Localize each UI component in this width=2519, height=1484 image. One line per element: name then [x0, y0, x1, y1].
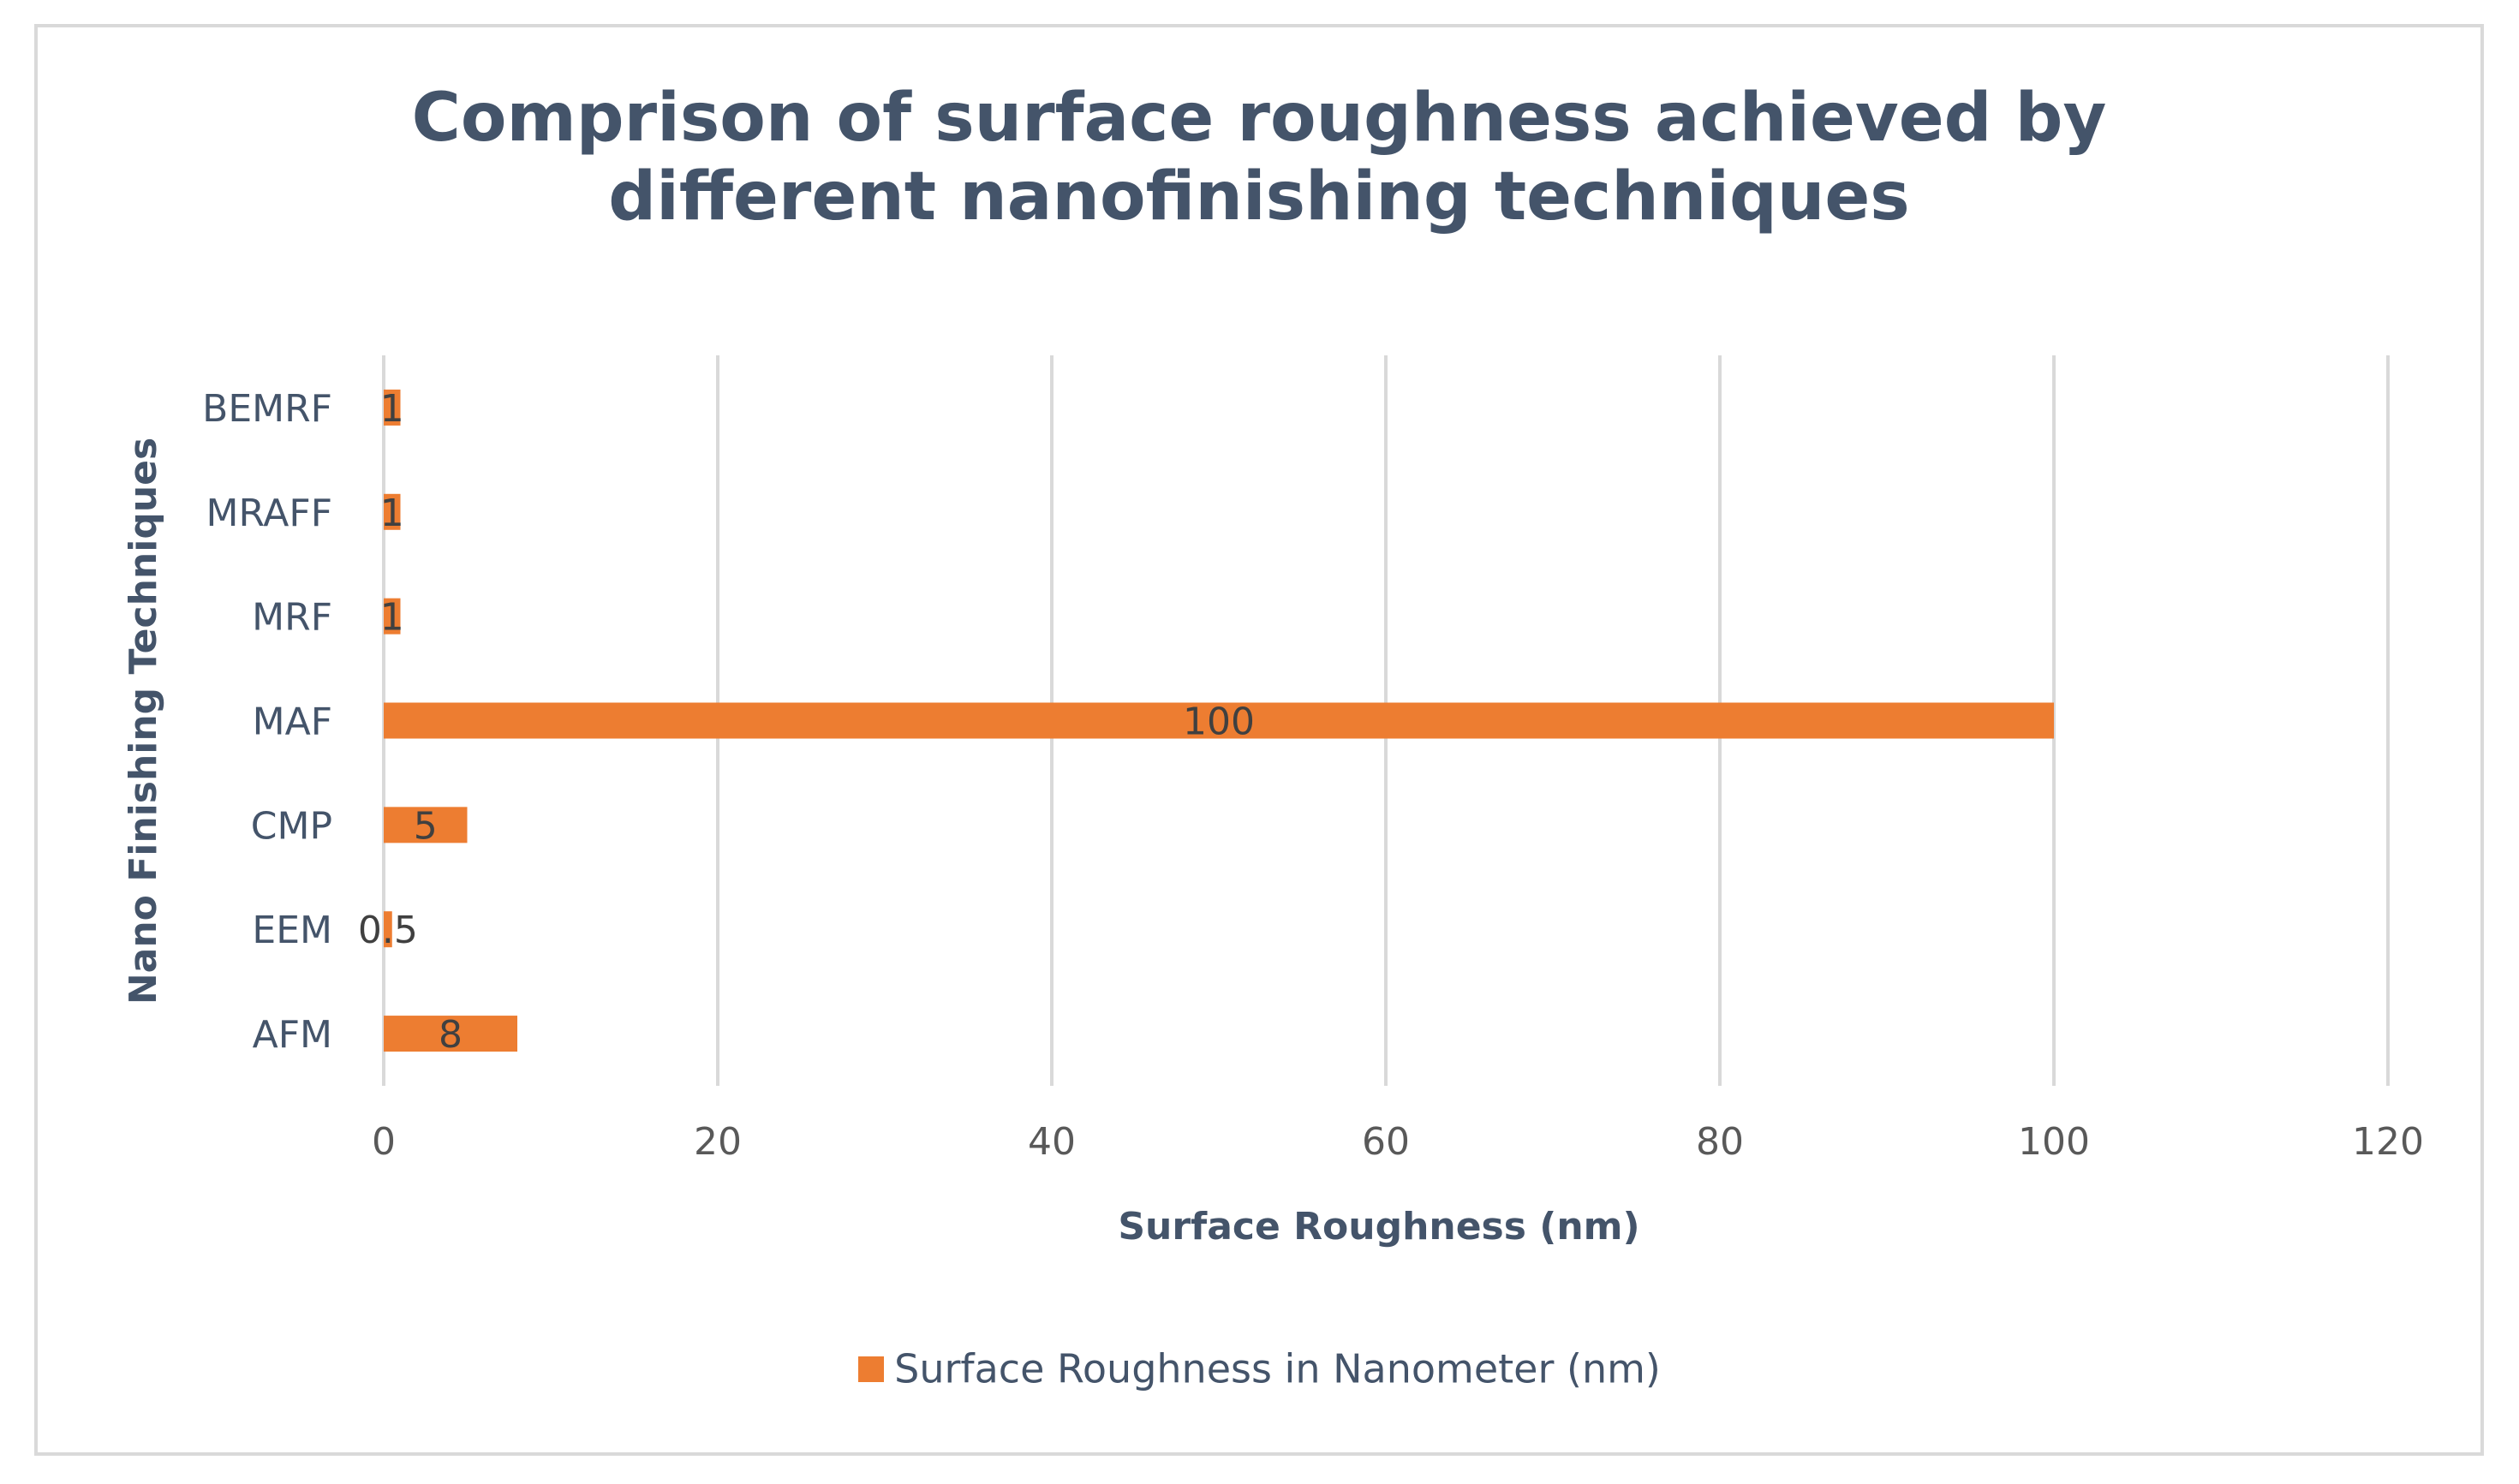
category-label-maf: MAF [253, 700, 332, 744]
data-label-eem: 0.5 [358, 909, 418, 952]
category-label-mraff: MRAFF [206, 492, 332, 535]
data-label-bemrf: 1 [380, 387, 404, 431]
category-label-mrf: MRF [252, 596, 332, 640]
chart-title-line-2: different nanofinishing techniques [608, 158, 1910, 235]
bar-mrf [384, 598, 401, 635]
x-tick-label: 60 [1362, 1120, 1410, 1164]
bar-maf [384, 702, 2054, 739]
data-label-mraff: 1 [380, 492, 404, 535]
x-tick-label: 120 [2352, 1120, 2424, 1164]
x-tick-label: 80 [1696, 1120, 1744, 1164]
data-labels: 8 0.5 5 100 1 1 1 [358, 387, 1255, 1057]
x-tick-label: 40 [1028, 1120, 1076, 1164]
category-label-cmp: CMP [251, 804, 332, 848]
chart-title-line-1: Comprison of surface roughness achieved … [411, 80, 2107, 157]
legend-label: Surface Roughness in Nanometer (nm) [894, 1345, 1661, 1392]
category-label-bemrf: BEMRF [202, 387, 332, 431]
x-tick-label: 20 [694, 1120, 742, 1164]
legend: Surface Roughness in Nanometer (nm) [0, 1343, 2519, 1392]
bar-eem [384, 911, 392, 948]
bar-afm [384, 1016, 517, 1052]
legend-swatch [858, 1356, 885, 1382]
data-label-cmp: 5 [414, 804, 438, 848]
x-tick-label: 0 [372, 1120, 396, 1164]
y-axis-title: Nano Finishing Techniques [122, 438, 165, 1004]
data-label-mrf: 1 [380, 596, 404, 640]
category-label-eem: EEM [252, 909, 332, 952]
bar-mraff [384, 493, 401, 530]
x-axis-title: Surface Roughness (nm) [1118, 1205, 1639, 1249]
bars [384, 389, 2054, 1052]
x-tick-label: 100 [2018, 1120, 2090, 1164]
data-label-afm: 8 [439, 1013, 463, 1057]
chart-frame [34, 24, 2484, 1456]
bar-bemrf [384, 389, 401, 426]
x-tick-labels: 0 20 40 60 80 100 120 [372, 1120, 2424, 1164]
category-labels: AFM EEM CMP MAF MRF MRAFF BEMRF [202, 387, 332, 1057]
category-label-afm: AFM [253, 1013, 332, 1057]
bar-cmp [384, 807, 468, 843]
data-label-maf: 100 [1183, 700, 1255, 744]
chart-title: Comprison of surface roughness achieved … [34, 79, 2484, 236]
